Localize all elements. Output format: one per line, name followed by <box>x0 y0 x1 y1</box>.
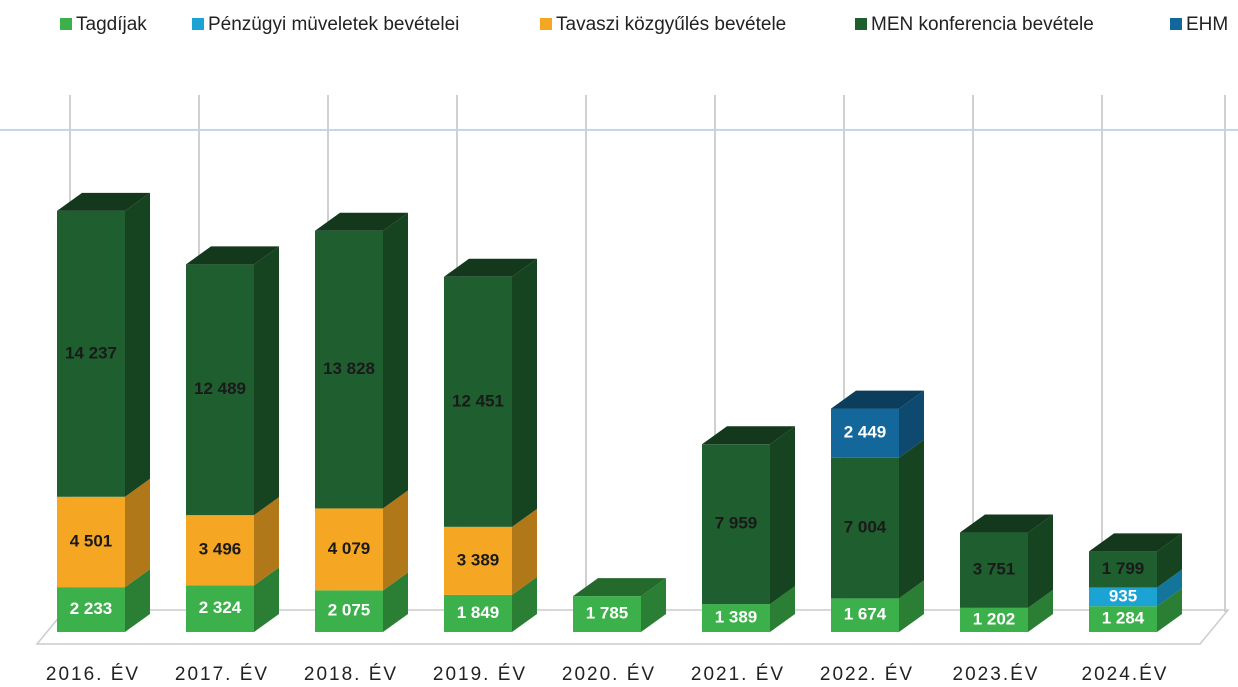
bar-top <box>57 192 150 211</box>
bar-side <box>383 490 408 591</box>
legend-swatch <box>855 18 867 30</box>
value-label: 1 284 <box>1102 609 1145 628</box>
bar-segment <box>186 264 254 516</box>
legend-swatch <box>540 18 552 30</box>
floor <box>35 609 1230 645</box>
value-label: 2 449 <box>844 423 887 442</box>
bar-segment <box>57 587 125 632</box>
bar-segment <box>702 444 770 605</box>
bar-side <box>512 508 537 595</box>
bar-top <box>444 258 537 277</box>
bar-side <box>512 258 537 527</box>
bar-side <box>512 576 537 632</box>
bar-side <box>1157 569 1182 607</box>
value-label: 2 075 <box>328 601 371 620</box>
bar-segment <box>57 210 125 497</box>
bar-side <box>383 212 408 509</box>
bar-segment <box>444 594 512 632</box>
value-label: 14 237 <box>65 343 117 362</box>
bar-top <box>702 426 795 445</box>
x-tick-label: 2021. ÉV <box>691 664 785 685</box>
bar-side <box>125 478 150 588</box>
bar-side <box>770 586 795 632</box>
bar-side <box>899 580 924 632</box>
legend-swatch <box>60 18 72 30</box>
bar-side <box>383 572 408 632</box>
value-label: 7 004 <box>844 518 887 537</box>
bar-segment <box>1089 606 1157 632</box>
value-label: 1 785 <box>586 604 629 623</box>
bar-side <box>1028 514 1053 608</box>
value-label: 13 828 <box>323 359 375 378</box>
legend-swatch <box>1170 18 1182 30</box>
bar-side <box>1157 533 1182 588</box>
bar-top <box>573 578 666 597</box>
x-tick-label: 2017. ÉV <box>175 664 269 685</box>
value-label: 1 202 <box>973 609 1016 628</box>
bar-side <box>1028 589 1053 632</box>
bar-segment <box>444 276 512 527</box>
x-tick-label: 2020. ÉV <box>562 664 656 685</box>
bar-segment <box>573 596 641 632</box>
bar-top <box>1089 533 1182 552</box>
x-tick-label: 2018. ÉV <box>304 664 398 685</box>
bar-side <box>125 569 150 632</box>
legend-label: Tagdíjak <box>76 14 147 35</box>
bar-segment <box>960 607 1028 632</box>
bar-segment <box>1089 587 1157 607</box>
value-label: 1 389 <box>715 608 758 627</box>
x-tick-label: 2019. ÉV <box>433 664 527 685</box>
bar-segment <box>831 408 899 458</box>
legend-label: EHM <box>1186 14 1228 35</box>
value-label: 2 324 <box>199 598 242 617</box>
bar-segment <box>831 457 899 599</box>
value-label: 3 751 <box>973 560 1016 579</box>
bar-side <box>641 578 666 632</box>
x-tick-label: 2016. ÉV <box>46 664 140 685</box>
bar-side <box>770 426 795 605</box>
bar-top <box>315 212 408 231</box>
bar-segment <box>186 515 254 586</box>
bar-segment <box>57 496 125 588</box>
value-label: 4 079 <box>328 539 371 558</box>
legend-label: Tavaszi közgyűlés bevétele <box>556 14 786 35</box>
bar-segment <box>702 604 770 632</box>
bar-segment <box>444 526 512 595</box>
value-label: 12 451 <box>452 391 504 410</box>
value-label: 3 389 <box>457 550 500 569</box>
x-tick-label: 2024.ÉV <box>1082 664 1169 685</box>
value-label: 1 799 <box>1102 559 1145 578</box>
bar-top <box>960 514 1053 533</box>
bar-segment <box>831 598 899 632</box>
value-label: 1 849 <box>457 603 500 622</box>
bar-side <box>254 246 279 516</box>
bar-segment <box>1089 551 1157 588</box>
bar-segment <box>960 532 1028 608</box>
bar-segment <box>315 508 383 591</box>
legend-swatch <box>192 18 204 30</box>
bar-segment <box>186 585 254 632</box>
x-tick-label: 2023.ÉV <box>953 664 1040 685</box>
legend-label: Pénzügyi müveletek bevételei <box>208 14 459 35</box>
value-label: 12 489 <box>194 379 246 398</box>
bar-segment <box>315 230 383 509</box>
bar-side <box>899 439 924 599</box>
bar-segment <box>315 590 383 632</box>
value-label: 4 501 <box>70 531 113 550</box>
bar-side <box>254 497 279 586</box>
bar-side <box>899 390 924 458</box>
bar-top <box>831 390 924 409</box>
value-label: 2 233 <box>70 599 113 618</box>
bar-side <box>254 567 279 632</box>
x-tick-label: 2022. ÉV <box>820 664 914 685</box>
value-label: 7 959 <box>715 514 758 533</box>
bar-top <box>186 246 279 265</box>
legend-label: MEN konferencia bevétele <box>871 14 1094 35</box>
value-label: 1 674 <box>844 605 887 624</box>
bar-side <box>125 192 150 497</box>
value-label: 935 <box>1109 586 1137 605</box>
bar-side <box>1157 588 1182 632</box>
value-label: 3 496 <box>199 540 242 559</box>
